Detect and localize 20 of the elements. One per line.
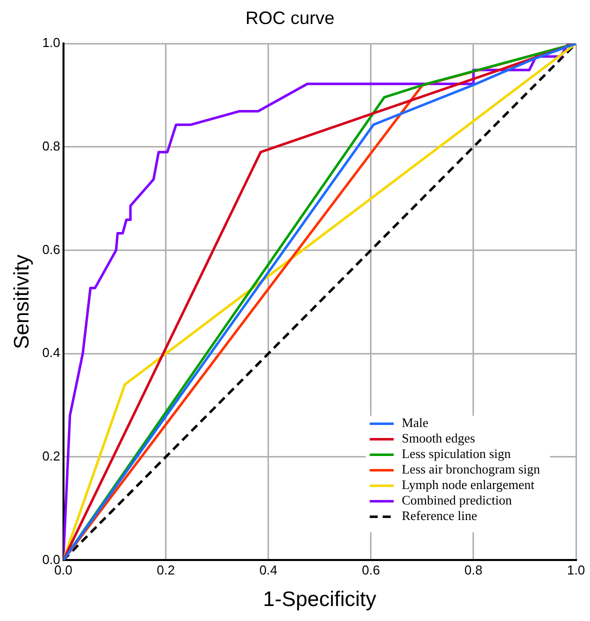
legend-label: Combined prediction — [402, 492, 512, 508]
y-tick-label: 0.6 — [42, 242, 60, 257]
legend-label: Lymph node enlargement — [402, 477, 535, 492]
legend-label: Smooth edges — [402, 430, 476, 446]
y-tick-label: 0.2 — [42, 448, 60, 464]
y-tick-label: 0.4 — [42, 345, 60, 360]
legend-label: Male — [402, 415, 429, 430]
x-tick-label: 0.4 — [259, 562, 278, 578]
x-tick-label: 0.6 — [362, 562, 380, 578]
legend-label: Less spiculation sign — [402, 446, 512, 462]
x-tick-label: 0.8 — [464, 562, 482, 578]
x-tick-label: 0.2 — [156, 562, 175, 578]
y-axis-title: Sensitivity — [10, 254, 34, 350]
chart-title: ROC curve — [245, 8, 335, 28]
y-tick-label: 0.8 — [42, 138, 60, 154]
y-tick-label: 1.0 — [42, 35, 60, 50]
legend-label: Reference line — [402, 508, 478, 524]
legend-label: Less air bronchogram sign — [402, 462, 540, 477]
x-axis-title: 1-Specificity — [263, 588, 377, 612]
x-tick-label: 1.0 — [566, 562, 586, 578]
